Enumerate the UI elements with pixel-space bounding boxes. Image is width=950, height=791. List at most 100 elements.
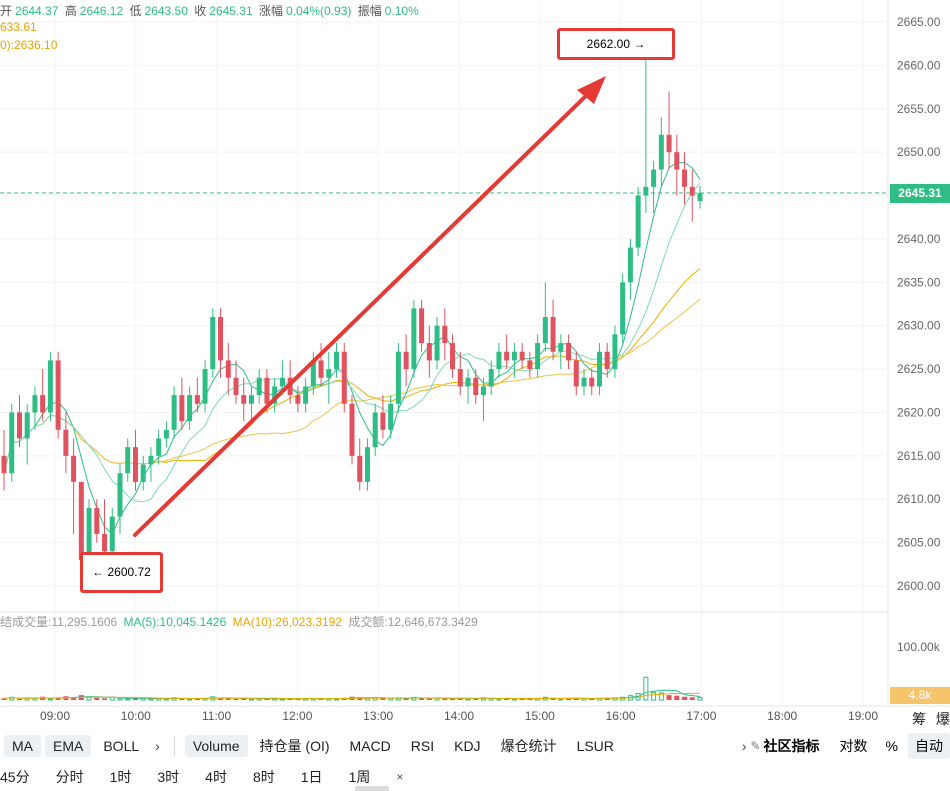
amplitude-value: 0.10% xyxy=(384,4,419,18)
chevron-right-icon[interactable]: › xyxy=(741,738,747,754)
volume-ma10-line xyxy=(3,692,700,700)
candle-body xyxy=(612,334,618,370)
interval-3h[interactable]: 3时 xyxy=(157,768,180,785)
candle-body xyxy=(635,195,641,248)
volume-bar xyxy=(527,698,533,700)
amplitude-label: 振幅 xyxy=(357,4,382,18)
candle-body xyxy=(658,134,664,170)
candle-body xyxy=(442,325,448,344)
community-indicators-button[interactable]: 社区指标 xyxy=(763,738,820,754)
candle-body xyxy=(589,377,595,387)
chip-distribution-icon[interactable]: 筹 xyxy=(912,711,926,727)
time-tick: 10:00 xyxy=(121,709,151,723)
candle-body xyxy=(233,377,239,396)
interval-45m[interactable]: 45分 xyxy=(0,768,30,785)
volume-bar xyxy=(380,698,386,700)
volume-bar xyxy=(187,698,193,701)
candle-body xyxy=(272,386,278,404)
volume-bar xyxy=(411,696,417,701)
volume-bar xyxy=(496,698,502,701)
ohlc-info: 开 2644.37 高 2646.12 低 2643.50 收 2645.31 涨幅 0.… xyxy=(0,2,422,19)
candle-body xyxy=(156,438,162,456)
indicator-liquidation[interactable]: 爆仓统计 xyxy=(500,738,557,754)
interval-4h[interactable]: 4时 xyxy=(205,768,227,785)
price-tick: 2605.00 xyxy=(897,536,941,550)
time-tick: 19:00 xyxy=(848,709,878,723)
candle-body xyxy=(504,351,510,361)
indicator-ma[interactable]: MA xyxy=(4,735,41,757)
indicator-volume[interactable]: Volume xyxy=(184,735,248,757)
volume-bar xyxy=(426,698,432,700)
indicator-ema[interactable]: EMA xyxy=(45,735,92,757)
candlestick-chart[interactable]: 2665.002660.002655.002650.002645.002640.… xyxy=(0,0,950,730)
candle-body xyxy=(303,386,309,404)
candle-body xyxy=(682,169,688,187)
volume-bar xyxy=(504,698,510,700)
candle-body xyxy=(326,369,332,378)
candle-body xyxy=(9,412,15,474)
volume-bar xyxy=(682,696,688,700)
interval-1d[interactable]: 1日 xyxy=(300,768,323,785)
trend-arrow xyxy=(133,76,606,537)
interval-8h[interactable]: 8时 xyxy=(252,768,275,785)
indicator-rsi[interactable]: RSI xyxy=(410,738,435,754)
percent-scale-button[interactable]: % xyxy=(885,738,898,754)
candle-body xyxy=(163,429,169,439)
candle-body xyxy=(32,395,38,413)
candle-body xyxy=(643,186,649,196)
price-tick: 2620.00 xyxy=(897,405,941,419)
indicator-kdj[interactable]: KDJ xyxy=(454,738,481,754)
candle-body xyxy=(24,412,30,439)
drag-handle[interactable] xyxy=(355,786,389,791)
candle-body xyxy=(264,377,270,404)
candle-body xyxy=(372,412,378,448)
volume-bar xyxy=(295,698,301,700)
candle-body xyxy=(109,516,115,552)
chevron-right-icon[interactable]: › xyxy=(155,738,160,754)
indicator-lsur[interactable]: LSUR xyxy=(576,738,614,754)
volume-bar xyxy=(179,698,185,700)
price-tick: 2665.00 xyxy=(897,15,941,29)
candle-body xyxy=(566,343,572,361)
candle-body xyxy=(558,343,564,352)
volume-bar xyxy=(16,698,22,700)
volume-bar xyxy=(148,698,154,701)
volume-bar xyxy=(697,696,703,701)
candle-body xyxy=(179,395,185,422)
log-scale-button[interactable]: 对数 xyxy=(839,738,868,754)
volume-bar xyxy=(450,698,456,700)
volume-bar xyxy=(550,698,556,700)
candle-body xyxy=(310,360,316,387)
indicator-toolbar: MA EMA BOLL › Volume 持仓量 (OI) MACD RSI K… xyxy=(0,730,950,762)
candle-body xyxy=(395,351,401,404)
candle-body xyxy=(132,447,138,482)
volume-tick: 100.00k xyxy=(897,640,941,654)
candle-body xyxy=(542,317,548,344)
indicator-boll[interactable]: BOLL xyxy=(103,738,140,754)
liquidation-icon[interactable]: 爆 xyxy=(935,711,950,727)
chart-tools: › ✎ 社区指标 对数 % 自动 xyxy=(738,733,950,759)
auto-scale-button[interactable]: 自动 xyxy=(908,733,950,759)
interval-1h[interactable]: 1时 xyxy=(109,768,132,785)
price-tick: 2655.00 xyxy=(897,102,941,116)
volume-bar xyxy=(465,698,471,701)
price-tick: 2635.00 xyxy=(897,275,941,289)
time-tick: 09:00 xyxy=(40,709,70,723)
interval-timeline[interactable]: 分时 xyxy=(55,768,84,785)
volume-bar xyxy=(225,698,231,700)
candle-body xyxy=(426,343,432,361)
indicator-macd[interactable]: MACD xyxy=(349,738,391,754)
interval-1w[interactable]: 1周 xyxy=(348,768,371,785)
price-tick: 2630.00 xyxy=(897,319,941,333)
candle-body xyxy=(256,377,262,396)
volume-amount: 成交额:12,646,673.3429 xyxy=(348,615,478,629)
candle-body xyxy=(496,351,502,370)
indicator-oi[interactable]: 持仓量 (OI) xyxy=(259,738,330,754)
candle-body xyxy=(102,533,108,552)
volume-bar xyxy=(194,698,200,700)
candle-body xyxy=(63,429,69,456)
low-callout: ← 2600.72 xyxy=(80,552,163,593)
low-value: 2643.50 xyxy=(144,4,188,18)
candle-body xyxy=(604,351,610,370)
close-icon[interactable]: × xyxy=(396,769,404,784)
